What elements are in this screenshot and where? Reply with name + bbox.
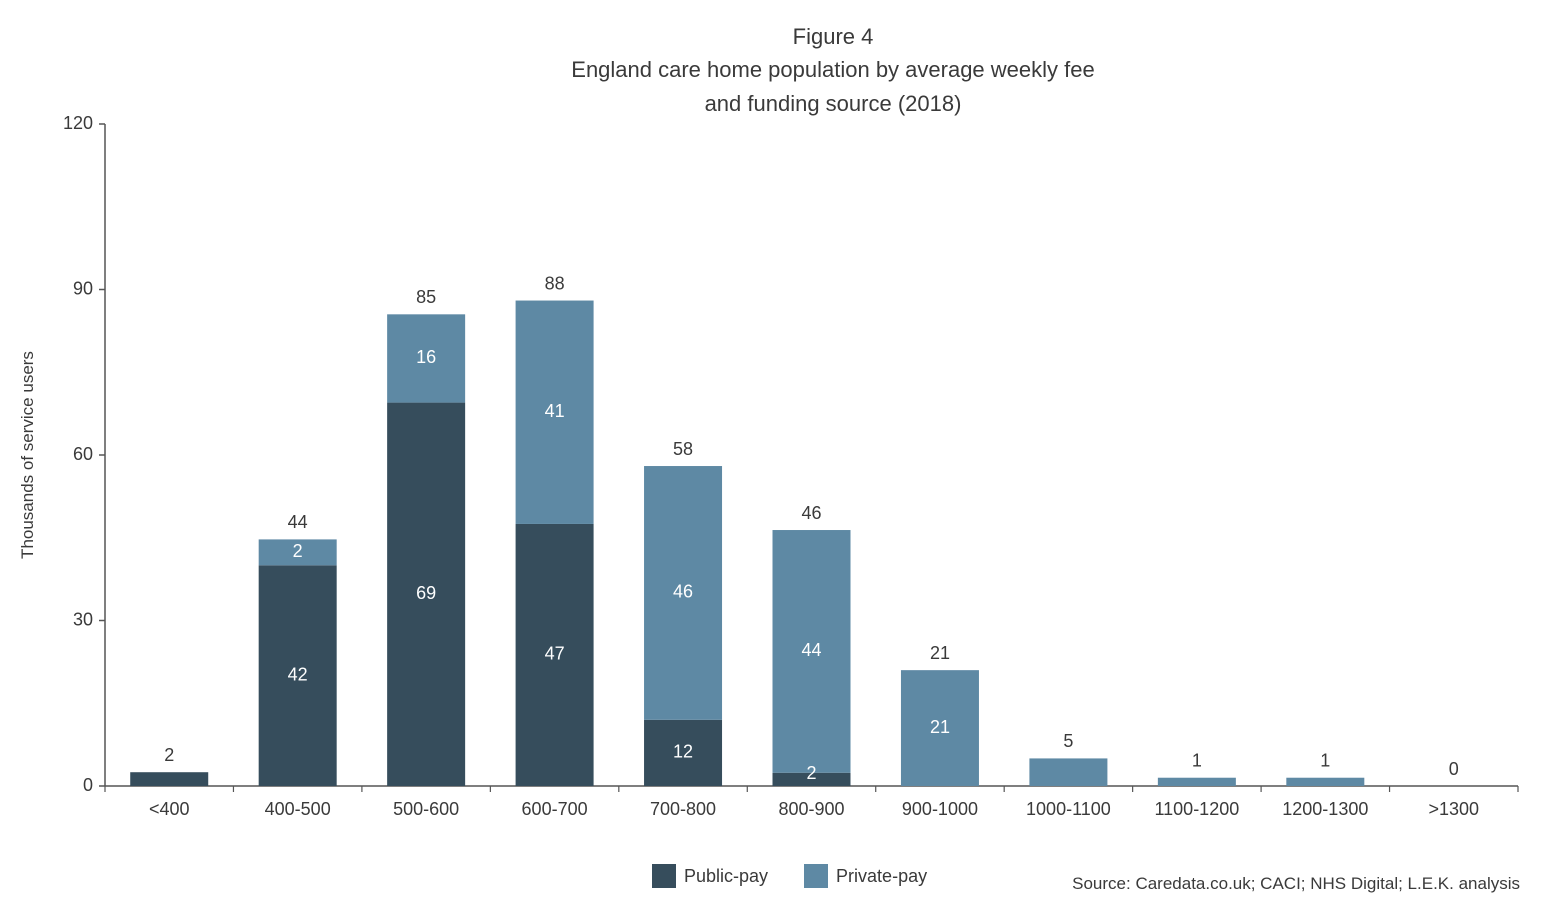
chart-title-line1: England care home population by average … [571,57,1095,82]
bar-private-8 [1157,777,1236,786]
data-label-public-4: 12 [673,742,693,762]
legend-item-public: Public-pay [652,864,768,888]
x-tick-label-6: 900-1000 [902,799,978,819]
bar-private-7 [1029,758,1108,786]
total-label-6: 21 [930,643,950,663]
figure-number: Figure 4 [792,24,874,49]
bar-private-4 [644,466,723,720]
bar-public-3 [515,523,594,786]
legend-label-private: Private-pay [836,865,928,886]
data-label-public-3: 47 [545,644,565,664]
x-tick-label-8: 1100-1200 [1154,799,1239,819]
y-tick-label-90: 90 [73,278,93,298]
bar-public-5 [772,772,851,786]
data-label-private-3: 41 [545,401,565,421]
x-tick-label-5: 800-900 [778,799,844,819]
y-tick-label-0: 0 [83,775,93,795]
data-label-private-5: 44 [801,640,821,660]
x-tick-label-7: 1000-1100 [1026,799,1111,819]
x-tick-label-9: 1200-1300 [1282,799,1368,819]
legend-label-public: Public-pay [684,865,769,886]
total-label-4: 58 [673,439,693,459]
total-label-7: 5 [1063,731,1073,751]
bar-public-4 [644,719,723,786]
legend-swatch-private [804,864,829,888]
data-label-private-4: 46 [673,582,693,602]
data-label-private-2: 16 [416,347,436,367]
x-tick-label-3: 600-700 [522,799,588,819]
chart-title-line2: and funding source (2018) [704,91,962,116]
x-tick-label-2: 500-600 [393,799,459,819]
legend-swatch-public [652,864,676,888]
x-tick-label-1: 400-500 [265,799,331,819]
total-label-9: 1 [1320,750,1330,770]
data-label-private-1: 2 [293,541,303,561]
y-tick-label-30: 30 [73,609,93,629]
total-label-1: 44 [288,512,308,532]
source-note: Source: Caredata.co.uk; CACI; NHS Digita… [1072,874,1520,893]
bar-private-1 [258,539,337,566]
total-label-10: 0 [1449,759,1459,779]
bar-private-3 [515,300,594,524]
bar-private-6 [900,670,979,786]
x-tick-label-4: 700-800 [650,799,716,819]
data-label-private-6: 21 [930,717,950,737]
bar-private-9 [1286,777,1365,786]
x-tick-label-10: >1300 [1428,799,1479,819]
y-tick-label-60: 60 [73,444,93,464]
bar-public-1 [258,565,337,786]
x-tick-label-0: <400 [149,799,190,819]
data-label-public-2: 69 [416,583,436,603]
bar-public-2 [387,402,466,786]
bar-public-0 [130,772,209,786]
bar-private-5 [772,530,851,773]
data-label-public-5: 2 [806,763,816,783]
total-label-2: 85 [416,287,436,307]
data-label-public-1: 42 [288,664,308,684]
total-label-3: 88 [545,273,565,293]
y-tick-label-120: 120 [63,113,93,133]
total-label-8: 1 [1192,750,1202,770]
total-label-5: 46 [801,503,821,523]
legend: Public-pay Private-pay [652,864,963,888]
total-label-0: 2 [164,745,174,765]
legend-item-private: Private-pay [804,864,927,888]
bar-private-2 [387,314,466,403]
